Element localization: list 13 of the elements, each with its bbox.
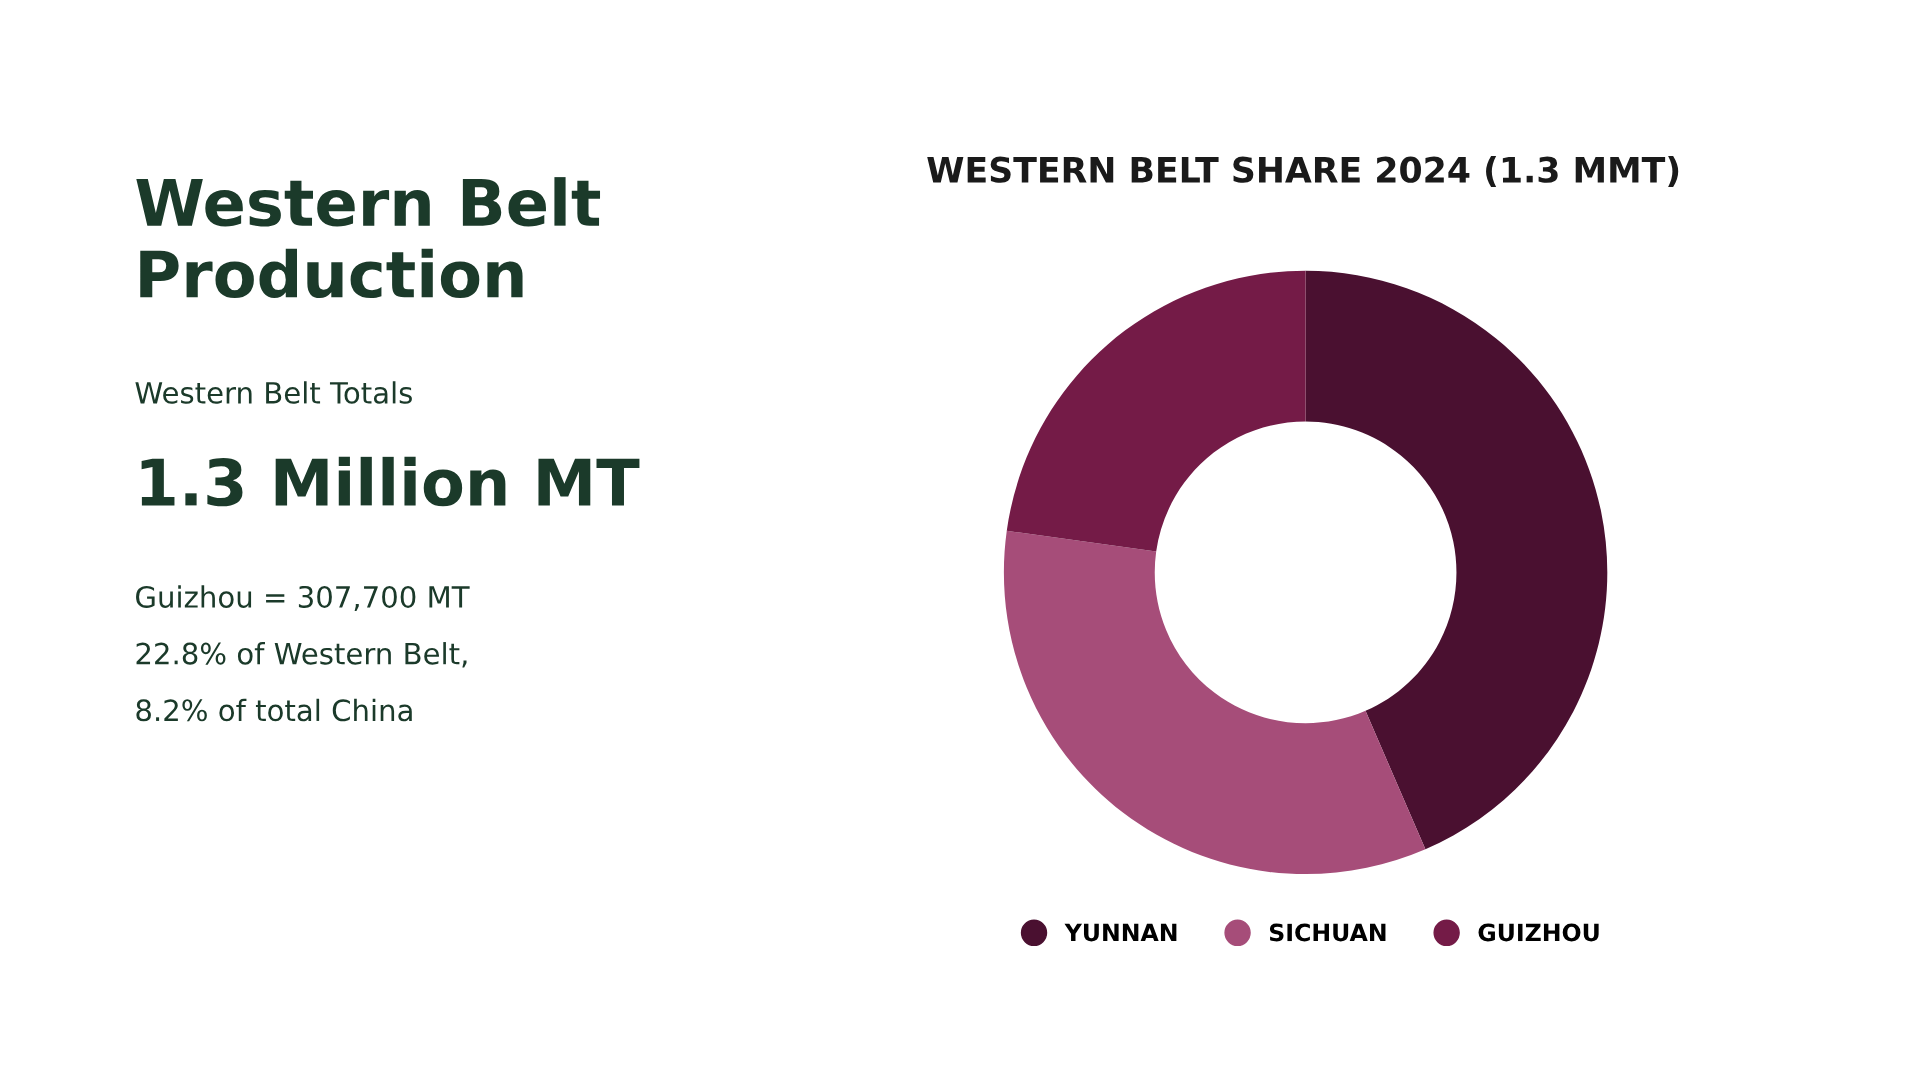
text: Guizhou = 307,700 MT <box>136 585 470 611</box>
text: 1.3 Million MT <box>141 456 640 507</box>
donut-slice <box>1305 270 1608 850</box>
legend-label: YUNNAN <box>1064 923 1177 942</box>
text: Western Belt Production <box>136 177 601 299</box>
text: Western Belt Totals <box>135 381 412 404</box>
donut-slice <box>1003 530 1426 875</box>
text: 8.2% of total China <box>136 698 412 722</box>
legend-label: SICHUAN <box>1269 923 1386 942</box>
donut-slice <box>1006 270 1306 552</box>
text: 22.8% of Western Belt, <box>136 642 467 668</box>
legend-label: GUIZHOU <box>1478 923 1599 942</box>
chart-title: WESTERN BELT SHARE 2024 (1.3 MMT) <box>927 156 1679 187</box>
